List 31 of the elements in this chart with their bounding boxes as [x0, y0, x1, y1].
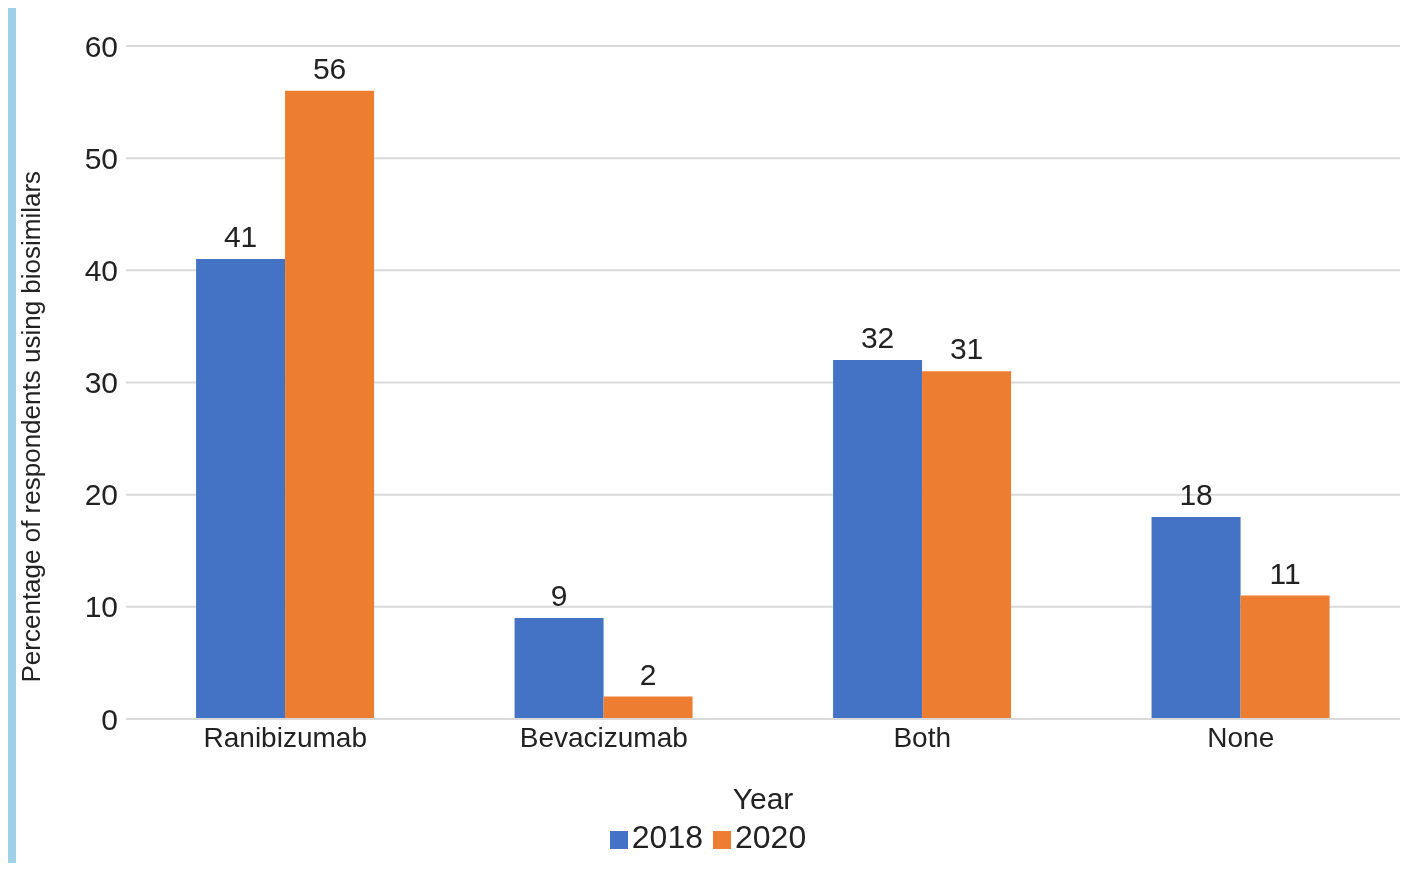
data-label: 56 — [312, 51, 347, 85]
legend-label: 2018 — [631, 819, 703, 855]
y-tick-label: 20 — [84, 478, 118, 512]
bar — [1151, 517, 1241, 719]
y-tick-label: 50 — [84, 141, 118, 175]
y-axis-title: Percentage of respondents using biosimilars — [16, 170, 47, 683]
bar — [922, 371, 1012, 719]
x-axis-title: Year — [732, 782, 794, 815]
x-tick-label: Both — [893, 721, 952, 753]
data-label: 18 — [1179, 478, 1213, 512]
data-label: 32 — [860, 321, 895, 355]
data-label: 11 — [1269, 556, 1301, 590]
bar — [514, 618, 604, 719]
data-label: 41 — [223, 220, 258, 254]
data-label: 9 — [550, 579, 568, 613]
y-tick-label: 0 — [101, 702, 118, 736]
data-label: 2 — [639, 657, 657, 691]
bar — [603, 696, 693, 719]
bar — [833, 360, 923, 719]
y-tick-label: 30 — [84, 366, 118, 400]
bar — [285, 90, 375, 719]
x-tick-label: Bevacizumab — [519, 721, 688, 753]
y-tick-label: 40 — [84, 253, 118, 287]
x-tick-label: None — [1207, 721, 1275, 753]
x-tick-label: Ranibizumab — [203, 721, 367, 753]
y-tick-label: 60 — [84, 29, 118, 63]
bar — [1240, 595, 1330, 719]
legend-label: 2020 — [735, 819, 807, 855]
data-label: 31 — [949, 332, 984, 366]
y-tick-label: 10 — [84, 590, 118, 624]
bar — [196, 259, 286, 719]
